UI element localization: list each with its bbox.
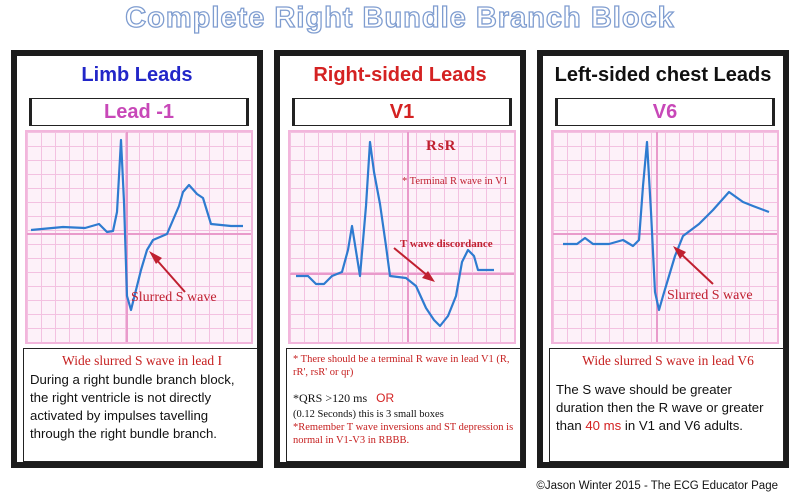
ecg-grid: RsR * Terminal R wave in V1 T wave disco… (288, 130, 516, 344)
body-highlight: 40 ms (585, 418, 622, 433)
t-wave-discordance-label: T wave discordance (400, 238, 493, 250)
ecg-trace (30, 138, 243, 312)
panel-limb-leads: Limb Leads Lead -1 Slurred S wave Wide s… (11, 50, 263, 468)
ecg-trace (563, 140, 770, 312)
caption: Wide slurred S wave in lead V6 (582, 353, 754, 368)
explanation-box: Wide slurred S wave in lead I During a r… (23, 348, 258, 462)
panel-heading: Limb Leads (81, 64, 193, 86)
lead-label: V6 (555, 98, 775, 126)
caption: Wide slurred S wave in lead I (62, 353, 222, 368)
lead-label: Lead -1 (29, 98, 249, 126)
page-title: Complete Right Bundle Branch Block (125, 1, 675, 34)
annotation-arrow (678, 251, 714, 285)
caption: * There should be a terminal R wave in l… (293, 354, 510, 378)
annotation-arrow (154, 257, 186, 293)
panel-right-sided-leads: Right-sided Leads V1 RsR * Terminal R wa… (274, 50, 526, 468)
body-text-a: The S wave should be greater duration th… (556, 382, 764, 433)
slurred-s-wave-label: Slurred S wave (131, 290, 217, 305)
explanation-box: Wide slurred S wave in lead V6 The S wav… (549, 348, 784, 462)
panel-heading: Right-sided Leads (313, 64, 487, 86)
slurred-s-wave-label: Slurred S wave (667, 288, 753, 303)
remember-note: *Remember T wave inversions and ST depre… (293, 422, 514, 446)
body-text: The S wave should be greater duration th… (556, 381, 780, 435)
lead-label: V1 (292, 98, 512, 126)
ecg-trace (296, 140, 494, 328)
ecg-grid: Slurred S wave (25, 130, 253, 344)
panel-heading: Left-sided chest Leads (554, 64, 772, 86)
panel-left-sided-chest-leads: Left-sided chest Leads V6 Slurred S wave… (537, 50, 789, 468)
body-text: During a right bundle branch block, the … (30, 372, 235, 441)
qrs-criterion: *QRS >120 ms (293, 391, 368, 405)
ecg-grid: Slurred S wave (551, 130, 779, 344)
terminal-r-note: * Terminal R wave in V1 (402, 176, 508, 187)
annotation-arrow (393, 247, 429, 277)
explanation-box: * There should be a terminal R wave in l… (286, 348, 521, 462)
seconds-note: (0.12 Seconds) this is 3 small boxes (293, 409, 444, 420)
rsr-label: RsR (426, 138, 457, 154)
body-text-b: in V1 and V6 adults. (621, 418, 743, 433)
or-label: OR (376, 391, 395, 405)
footer-credit: ©Jason Winter 2015 - The ECG Educator Pa… (536, 480, 778, 492)
